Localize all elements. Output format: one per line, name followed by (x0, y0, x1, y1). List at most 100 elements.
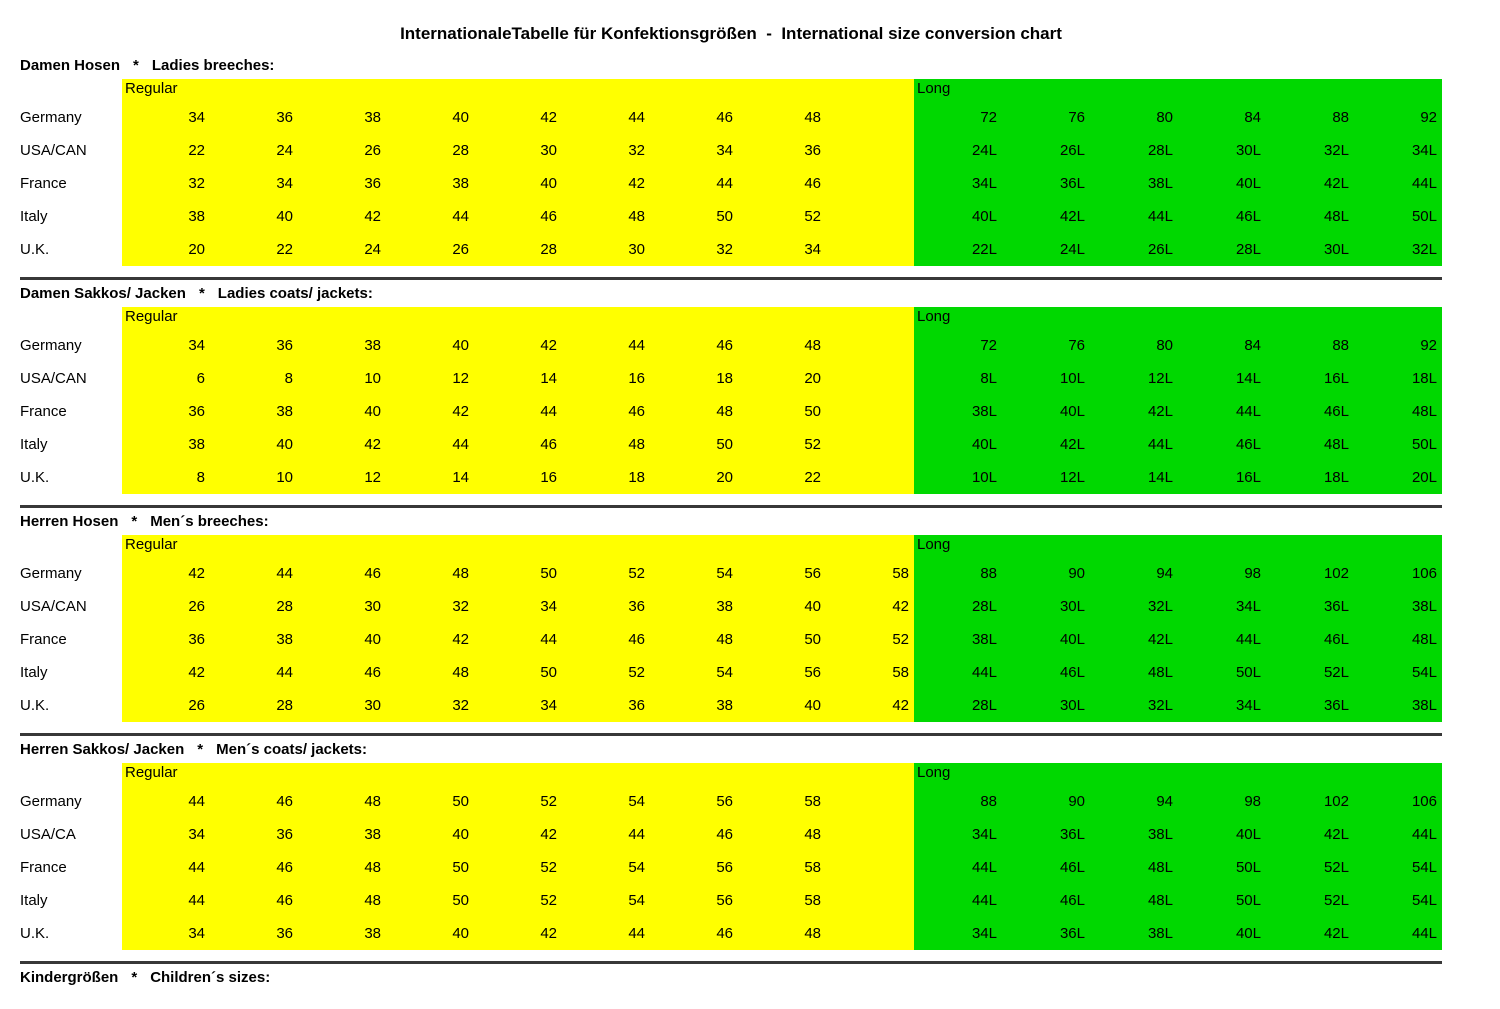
size-value-long: 40L (1002, 395, 1090, 428)
size-value-regular: 40 (738, 689, 826, 722)
size-value-regular: 56 (738, 656, 826, 689)
size-value-regular: 42 (474, 818, 562, 851)
size-value-regular: 26 (386, 233, 474, 266)
size-value-regular: 50 (386, 851, 474, 884)
size-value-regular (826, 362, 914, 395)
size-value-regular: 58 (738, 785, 826, 818)
size-value-regular: 52 (562, 656, 650, 689)
size-value-long: 16L (1178, 461, 1266, 494)
size-table: Regular Long Germany 44 46 48 50 52 54 56 58 88 90 94… (20, 763, 1442, 950)
size-value-long: 40L (914, 428, 1002, 461)
size-value-regular: 54 (562, 851, 650, 884)
size-value-long: 44L (914, 851, 1002, 884)
size-value-long: 28L (1090, 134, 1178, 167)
size-value-long: 8L (914, 362, 1002, 395)
size-value-regular: 32 (122, 167, 210, 200)
size-value-long: 72 (914, 329, 1002, 362)
size-value-regular: 38 (298, 818, 386, 851)
size-value-regular: 44 (386, 200, 474, 233)
size-value-regular: 38 (650, 689, 738, 722)
size-value-long: 44L (1354, 167, 1442, 200)
size-value-regular: 42 (386, 623, 474, 656)
size-value-regular: 20 (738, 362, 826, 395)
long-column-header: Long (914, 307, 1442, 329)
size-value-long: 46L (1002, 851, 1090, 884)
size-value-regular: 34 (122, 329, 210, 362)
size-value-long: 40L (1002, 623, 1090, 656)
size-value-regular: 28 (474, 233, 562, 266)
size-value-long: 38L (914, 395, 1002, 428)
size-value-regular: 24 (210, 134, 298, 167)
size-value-regular: 44 (122, 851, 210, 884)
size-value-regular: 14 (474, 362, 562, 395)
row-label: Italy (20, 884, 122, 917)
size-value-regular: 48 (562, 428, 650, 461)
size-value-long: 84 (1178, 329, 1266, 362)
size-value-regular: 48 (738, 101, 826, 134)
size-value-regular: 42 (298, 200, 386, 233)
size-value-regular: 50 (386, 785, 474, 818)
size-value-regular: 48 (562, 200, 650, 233)
size-value-long: 12L (1002, 461, 1090, 494)
size-value-long: 48L (1266, 428, 1354, 461)
size-value-long: 10L (914, 461, 1002, 494)
long-column-header: Long (914, 763, 1442, 785)
size-value-regular (826, 329, 914, 362)
row-label: USA/CAN (20, 134, 122, 167)
size-value-regular: 38 (386, 167, 474, 200)
size-value-long: 80 (1090, 329, 1178, 362)
row-label: Germany (20, 785, 122, 818)
size-value-regular: 38 (122, 200, 210, 233)
size-value-regular: 54 (562, 785, 650, 818)
size-value-regular: 44 (562, 818, 650, 851)
size-value-long: 38L (1354, 590, 1442, 623)
size-value-regular: 24 (298, 233, 386, 266)
size-value-regular: 42 (474, 101, 562, 134)
row-label: France (20, 167, 122, 200)
size-value-long: 46L (1002, 656, 1090, 689)
size-value-regular: 52 (474, 785, 562, 818)
size-value-long: 42L (1090, 623, 1178, 656)
size-value-regular: 38 (210, 395, 298, 428)
section-heading-asterisk: * (197, 741, 204, 758)
size-value-long: 44L (1178, 623, 1266, 656)
size-value-regular: 34 (122, 818, 210, 851)
size-value-regular: 40 (386, 917, 474, 950)
size-value-long: 76 (1002, 101, 1090, 134)
row-label: USA/CAN (20, 590, 122, 623)
size-value-regular: 44 (386, 428, 474, 461)
size-value-regular: 36 (562, 590, 650, 623)
size-value-regular: 52 (474, 851, 562, 884)
size-value-regular: 30 (562, 233, 650, 266)
size-value-regular: 52 (738, 200, 826, 233)
size-value-regular: 42 (386, 395, 474, 428)
size-value-long: 88 (1266, 101, 1354, 134)
size-value-long: 28L (1178, 233, 1266, 266)
section-heading-english: Ladies breeches: (151, 57, 275, 74)
section-heading-asterisk: * (198, 285, 205, 302)
size-value-regular: 30 (298, 590, 386, 623)
size-value-long: 34L (914, 818, 1002, 851)
row-label: USA/CAN (20, 362, 122, 395)
size-value-regular: 48 (298, 851, 386, 884)
size-value-long: 34L (1354, 134, 1442, 167)
size-value-regular: 50 (474, 656, 562, 689)
size-value-regular: 42 (122, 656, 210, 689)
size-value-long: 34L (1178, 689, 1266, 722)
size-value-regular: 52 (826, 623, 914, 656)
section-heading-german: Kindergrößen (20, 969, 119, 986)
size-value-regular (826, 818, 914, 851)
size-value-regular: 18 (650, 362, 738, 395)
size-value-long: 42L (1002, 200, 1090, 233)
size-value-regular (826, 461, 914, 494)
size-value-regular: 46 (210, 884, 298, 917)
size-value-regular: 48 (386, 656, 474, 689)
size-value-regular: 36 (122, 395, 210, 428)
section-heading: Damen Hosen * Ladies breeches: (20, 56, 1442, 75)
size-value-long: 50L (1354, 200, 1442, 233)
size-value-long: 42L (1002, 428, 1090, 461)
size-value-regular: 46 (474, 428, 562, 461)
size-value-regular: 48 (738, 329, 826, 362)
size-value-long: 44L (1090, 200, 1178, 233)
size-value-long: 92 (1354, 101, 1442, 134)
